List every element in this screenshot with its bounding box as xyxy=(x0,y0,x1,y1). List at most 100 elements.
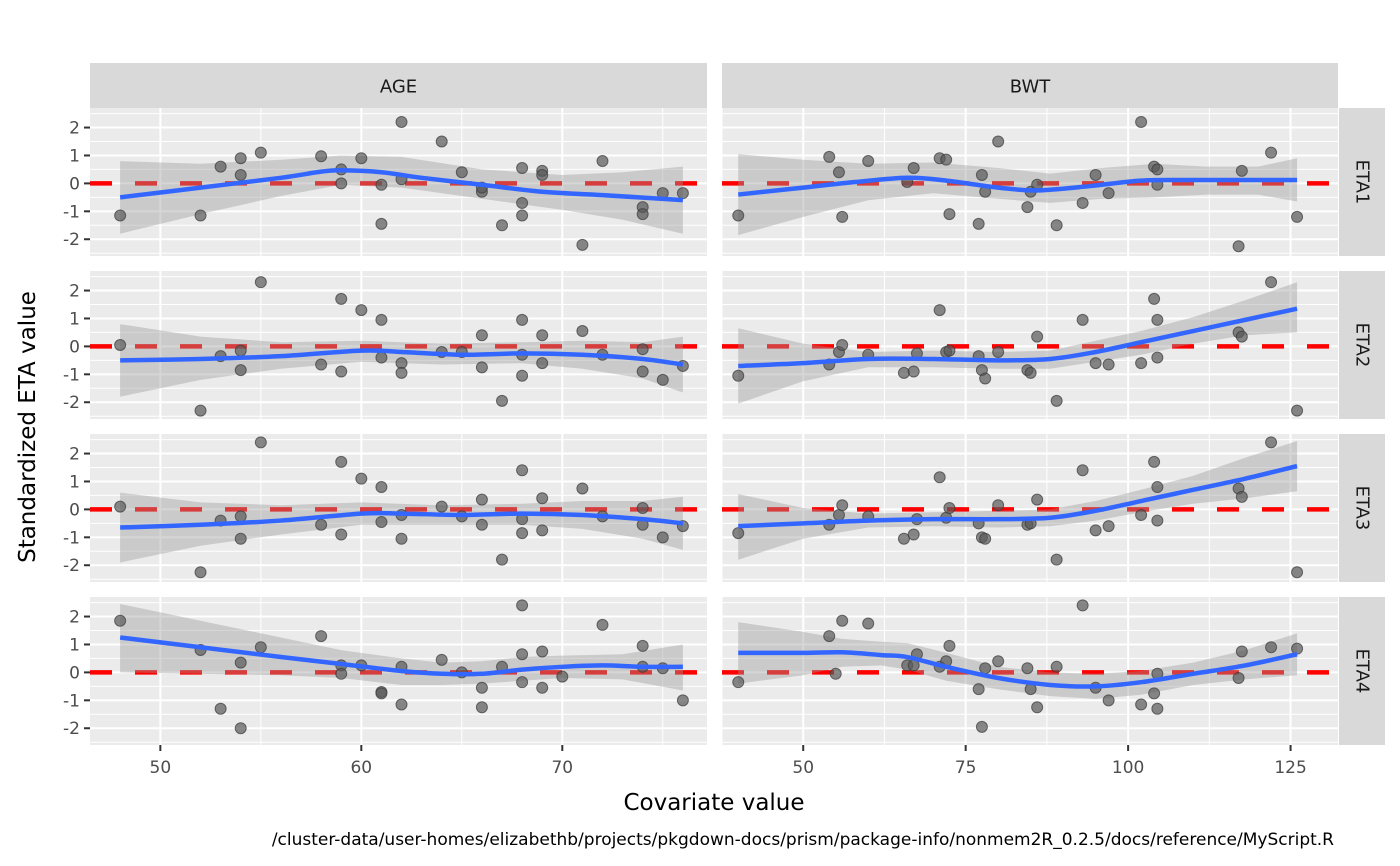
data-point xyxy=(375,687,388,700)
confidence-band xyxy=(120,492,683,563)
data-point xyxy=(1021,201,1034,214)
data-point xyxy=(596,155,609,168)
data-point xyxy=(676,694,689,707)
data-point xyxy=(516,162,529,175)
data-point xyxy=(1031,493,1044,506)
data-point xyxy=(114,614,127,627)
data-point xyxy=(114,209,127,222)
data-point xyxy=(836,499,849,512)
data-point xyxy=(732,369,745,382)
y-tick-label: -1 xyxy=(63,528,80,548)
confidence-band xyxy=(738,441,1298,560)
data-point xyxy=(1265,276,1278,289)
data-point xyxy=(943,344,956,357)
data-point xyxy=(1076,599,1089,612)
panel-bwt-eta3 xyxy=(721,434,1338,582)
y-axis-title: Standardized ETA value xyxy=(15,291,41,563)
data-point xyxy=(475,518,488,531)
data-point xyxy=(636,502,649,514)
data-point xyxy=(1151,351,1164,364)
y-tick-label: 2 xyxy=(69,608,80,628)
data-point xyxy=(897,366,910,379)
axes-layer: -2 -1 0 1 2 -2 -1 0 1 2 -2 -1 0 1 2 -2 -1 0 1 2 50 60 70 50 75 10… xyxy=(63,119,1307,778)
data-point xyxy=(234,656,247,669)
data-point xyxy=(1291,404,1304,417)
data-point xyxy=(516,648,529,661)
data-point xyxy=(829,667,842,680)
smooth-line xyxy=(738,463,1298,529)
y-tick-label: 1 xyxy=(69,472,80,492)
caption-path: /cluster-data/user-homes/elizabethb/proj… xyxy=(272,830,1334,850)
data-point xyxy=(516,464,529,477)
data-point xyxy=(516,599,529,612)
data-point xyxy=(536,492,549,505)
data-point xyxy=(992,499,1005,512)
data-point xyxy=(254,436,267,449)
data-point xyxy=(335,455,348,468)
data-point xyxy=(1235,164,1248,177)
data-point xyxy=(1235,330,1248,343)
x-tick-label: 100 xyxy=(1112,758,1144,778)
data-point xyxy=(516,313,529,326)
data-point xyxy=(496,394,509,407)
strip-eta2 xyxy=(1339,271,1385,419)
data-point xyxy=(315,358,328,371)
data-point xyxy=(1151,702,1164,715)
data-point xyxy=(475,701,488,714)
data-point xyxy=(1135,508,1148,521)
panel-bwt-eta2 xyxy=(721,271,1338,419)
data-point xyxy=(933,304,946,317)
data-point xyxy=(194,566,207,579)
data-point xyxy=(975,720,988,733)
data-point xyxy=(375,481,388,494)
y-tick-label: 0 xyxy=(69,500,80,520)
data-point xyxy=(315,150,328,163)
data-point xyxy=(656,373,669,386)
data-point xyxy=(979,372,992,385)
data-point xyxy=(234,532,247,545)
y-tick-label: 0 xyxy=(69,663,80,683)
data-point xyxy=(1076,464,1089,477)
y-tick-label: 1 xyxy=(69,146,80,166)
data-point xyxy=(1031,701,1044,714)
data-point xyxy=(907,528,920,541)
data-point xyxy=(516,209,529,222)
data-point xyxy=(234,344,247,357)
panel-bwt-eta1 xyxy=(721,108,1338,256)
data-point xyxy=(1089,357,1102,370)
data-point xyxy=(395,115,408,128)
data-point xyxy=(536,169,549,182)
data-point xyxy=(943,208,956,221)
strip-eta4 xyxy=(1339,597,1385,745)
data-point xyxy=(1148,455,1161,468)
data-point xyxy=(732,209,745,222)
data-point xyxy=(576,325,589,338)
data-point xyxy=(355,472,368,485)
data-point xyxy=(375,351,388,364)
data-point xyxy=(1102,520,1115,533)
data-point xyxy=(1151,514,1164,527)
y-tick-label: 1 xyxy=(69,309,80,329)
data-point xyxy=(1151,163,1164,176)
data-point xyxy=(496,553,509,566)
data-point xyxy=(435,135,448,148)
data-point xyxy=(676,187,689,200)
data-point xyxy=(536,329,549,342)
data-point xyxy=(823,150,836,163)
strip-bwt xyxy=(722,63,1338,108)
data-point xyxy=(395,366,408,379)
data-point xyxy=(576,482,589,495)
data-point xyxy=(335,177,348,190)
data-point xyxy=(214,702,227,715)
data-point xyxy=(234,510,247,523)
data-point xyxy=(1102,694,1115,707)
data-point xyxy=(1050,553,1063,566)
data-point xyxy=(516,196,529,209)
panel-age-eta2 xyxy=(90,271,707,419)
data-point xyxy=(1021,662,1034,675)
data-point xyxy=(992,655,1005,668)
data-point xyxy=(1235,490,1248,503)
y-tick-label: 2 xyxy=(69,445,80,465)
panel-age-eta3 xyxy=(90,434,707,582)
